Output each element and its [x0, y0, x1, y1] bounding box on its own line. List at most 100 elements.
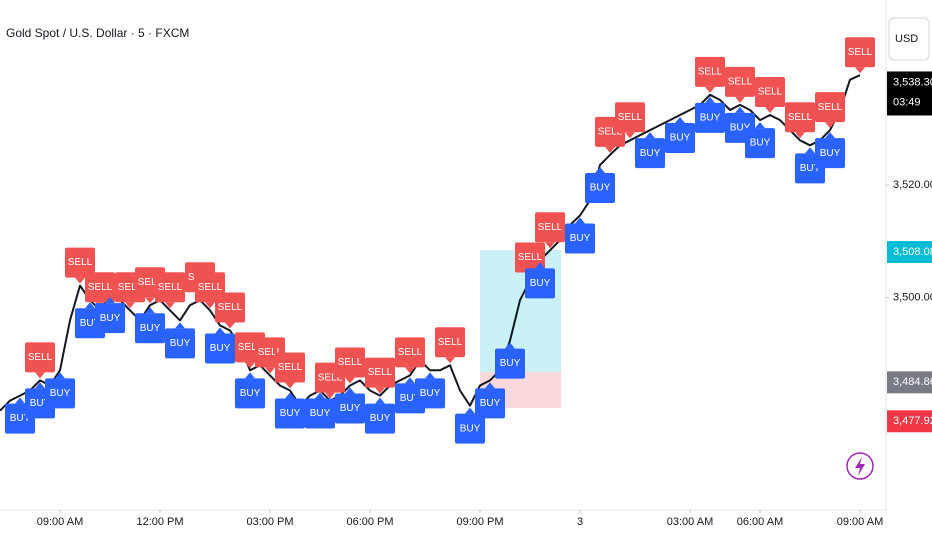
signal-bubble [725, 66, 755, 97]
buy-signal: BUY [45, 372, 75, 409]
buy-signal: BUY [305, 392, 335, 429]
signal-label: BUY [10, 413, 31, 424]
sell-signal: SELL [725, 66, 755, 103]
price-tag: 3,508.08 [887, 241, 932, 264]
signal-label: BUY [820, 148, 841, 159]
currency-label[interactable]: USD [895, 33, 918, 45]
y-tick-label: 3,520.00 [893, 179, 932, 191]
signal-bubble [395, 337, 425, 368]
signal-bubble [275, 352, 305, 383]
signal-label: BUY [340, 403, 361, 414]
signal-pointer [445, 357, 455, 364]
buy-signal: BUY [235, 372, 265, 409]
alert-icon [855, 457, 865, 476]
price-tag: 3,484.86 [887, 371, 932, 394]
sell-signal: SELL [215, 292, 245, 329]
signal-pointer [75, 277, 85, 284]
signal-label: BUY [570, 233, 591, 244]
x-tick-label: 03:00 AM [667, 516, 713, 528]
signal-pointer [575, 217, 585, 224]
signal-pointer [505, 342, 515, 349]
signal-bubble [815, 92, 845, 123]
signal-pointer [485, 382, 495, 389]
signal-bubble [45, 378, 75, 409]
signal-label: SELL [138, 277, 163, 288]
buy-signal: BUY [475, 382, 505, 419]
x-tick-label: 06:00 PM [346, 516, 393, 528]
buy-signal: BUY [565, 217, 595, 254]
signal-bubble [475, 388, 505, 419]
x-tick-label: 09:00 AM [837, 516, 883, 528]
signal-pointer [55, 372, 65, 379]
signal-label: BUY [370, 413, 391, 424]
sell-signal: SELL [275, 352, 305, 389]
signal-bubble [565, 223, 595, 254]
signal-pointer [605, 146, 615, 153]
signal-pointer [205, 302, 215, 309]
signal-bubble [335, 347, 365, 378]
signal-bubble [755, 77, 785, 108]
signal-bubble [205, 333, 235, 364]
signal-label: BUY [590, 183, 611, 194]
signal-label: BUY [170, 338, 191, 349]
signal-label: SELL [258, 347, 283, 358]
y-tick-label: 3,500.00 [893, 291, 932, 303]
price-tag-box [887, 71, 932, 116]
signal-label: BUY [640, 148, 661, 159]
signal-label: BUY [670, 133, 691, 144]
signal-pointer [35, 382, 45, 389]
signal-label: SELL [398, 347, 423, 358]
signal-label: BUY [310, 408, 331, 419]
signal-bubble [665, 123, 695, 154]
signal-label: BUY [420, 388, 441, 399]
x-tick-label: 03:00 PM [246, 516, 293, 528]
signal-label: BUY [480, 398, 501, 409]
buy-signal: BUY [415, 372, 445, 409]
signal-label: SELL [818, 102, 843, 113]
price-tag-label: 3,538.30 [893, 76, 932, 88]
signal-pointer [35, 372, 45, 379]
signal-bubble [745, 128, 775, 159]
signal-bubble [25, 342, 55, 373]
signal-label: BUY [240, 388, 261, 399]
sell-signal: SELL [395, 337, 425, 374]
price-tag-box [887, 410, 932, 433]
sell-signal: SELL [785, 102, 815, 139]
signal-pointer [535, 262, 545, 269]
sell-signal: SELL [815, 92, 845, 129]
signal-label: SELL [218, 302, 243, 313]
currency-button[interactable] [888, 17, 930, 61]
signal-pointer [125, 302, 135, 309]
signal-label: BUY [100, 313, 121, 324]
signal-bubble [525, 268, 555, 299]
signal-bubble [95, 303, 125, 334]
signal-pointer [465, 407, 475, 414]
signal-label: SELL [518, 252, 543, 263]
price-tag-label: 3,508.08 [893, 246, 932, 258]
buy-signal: BUY [455, 407, 485, 444]
signal-pointer [325, 392, 335, 399]
buy-signal: BUY [365, 397, 395, 434]
signal-pointer [225, 322, 235, 329]
signal-label: SELL [278, 362, 303, 373]
signal-label: BUY [700, 112, 721, 123]
price-tag-box [887, 371, 932, 394]
signal-pointer [735, 106, 745, 113]
signal-bubble [365, 357, 395, 388]
signal-label: SELL [598, 127, 623, 138]
signal-label: SELL [698, 66, 723, 77]
buy-signal: BUY [525, 262, 555, 299]
signal-pointer [675, 117, 685, 124]
sell-signal: SELL [435, 327, 465, 364]
signal-pointer [105, 297, 115, 304]
signal-bubble [165, 328, 195, 359]
signal-bubble [335, 393, 365, 424]
signal-label: BUY [530, 278, 551, 289]
signal-pointer [825, 122, 835, 129]
signal-pointer [315, 392, 325, 399]
countdown: 03:49 [893, 96, 921, 108]
signal-label: BUY [80, 318, 101, 329]
signal-pointer [545, 242, 555, 249]
signal-label: BUY [800, 163, 821, 174]
